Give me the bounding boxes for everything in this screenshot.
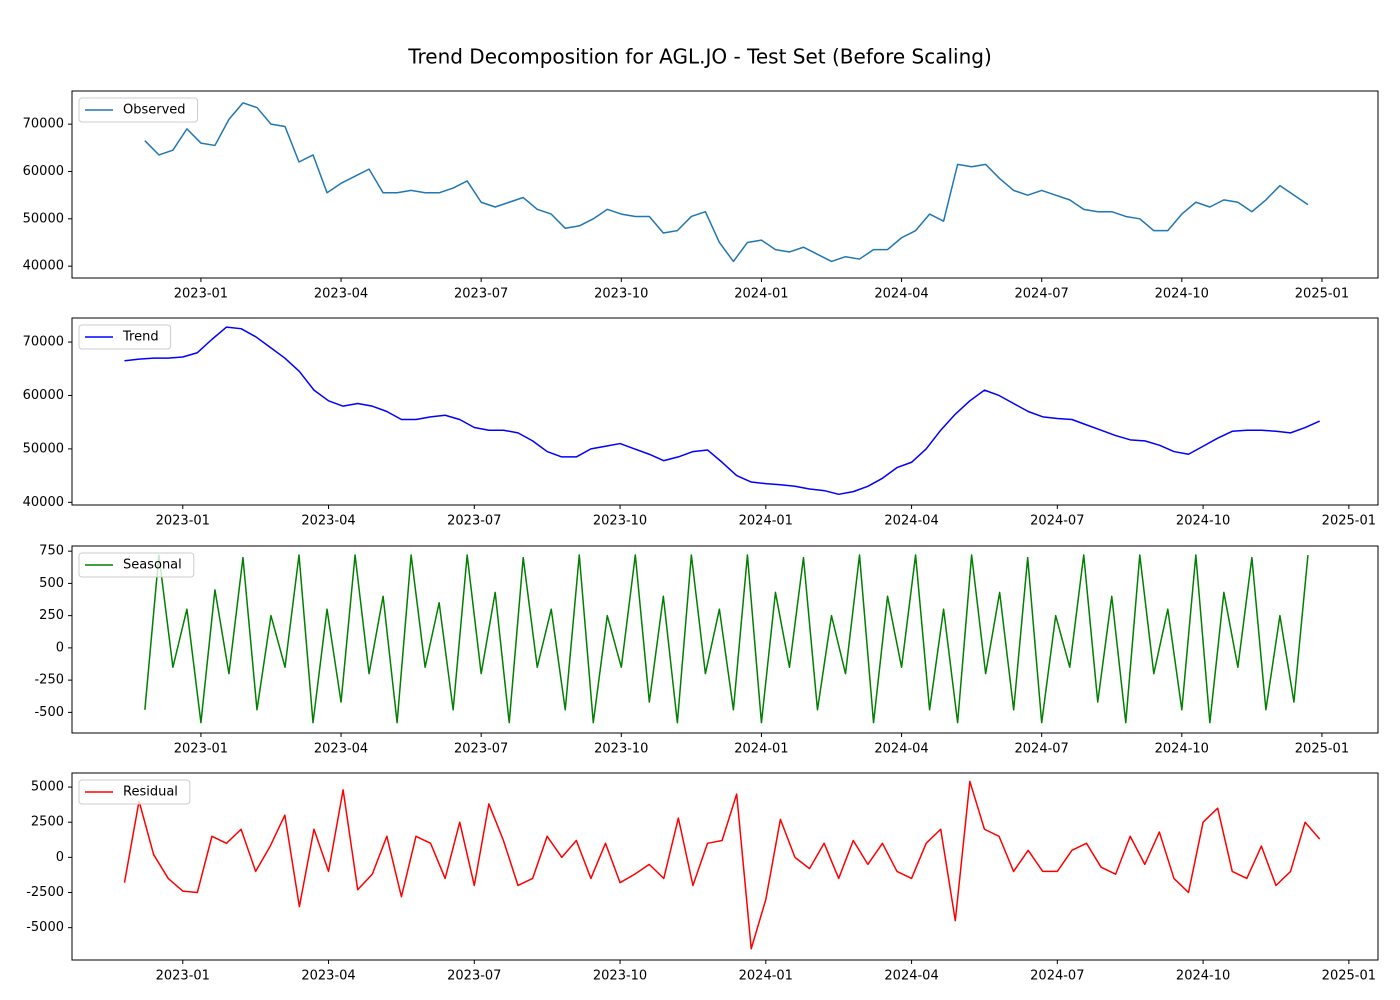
x-tick-label: 2023-04 xyxy=(301,969,355,984)
legend-label: Seasonal xyxy=(123,558,182,573)
y-tick-label: 40000 xyxy=(23,259,64,274)
y-tick-label: 250 xyxy=(39,608,64,623)
x-tick-label: 2024-10 xyxy=(1155,742,1209,757)
axes-frame xyxy=(71,90,1379,279)
y-tick-label: 70000 xyxy=(23,335,64,350)
x-tick-label: 2023-01 xyxy=(156,514,210,529)
legend-box xyxy=(78,97,199,123)
axes-frame xyxy=(71,772,1379,961)
series-line xyxy=(144,554,1309,724)
y-tick-label: 60000 xyxy=(23,164,64,179)
x-tick-label: 2024-04 xyxy=(874,742,928,757)
x-tick-label: 2025-01 xyxy=(1295,742,1349,757)
y-tick-label: 40000 xyxy=(23,495,64,510)
x-tick-label: 2024-07 xyxy=(1015,742,1069,757)
x-tick-label: 2023-10 xyxy=(593,514,647,529)
y-tick-label: 5000 xyxy=(31,780,64,795)
y-tick-label: 500 xyxy=(39,576,64,591)
x-tick-label: 2023-07 xyxy=(454,287,508,302)
x-tick-label: 2024-07 xyxy=(1015,287,1069,302)
x-tick-label: 2023-07 xyxy=(454,742,508,757)
x-tick-label: 2024-01 xyxy=(739,514,793,529)
y-tick-label: 750 xyxy=(39,544,64,559)
x-tick-label: 2024-10 xyxy=(1176,969,1230,984)
y-tick-label: 2500 xyxy=(31,815,64,830)
x-tick-label: 2023-01 xyxy=(156,969,210,984)
x-tick-label: 2024-07 xyxy=(1030,969,1084,984)
series-line xyxy=(124,326,1321,496)
x-tick-label: 2023-10 xyxy=(594,287,648,302)
x-tick-label: 2025-01 xyxy=(1322,969,1376,984)
x-tick-label: 2024-01 xyxy=(734,287,788,302)
y-tick-label: 70000 xyxy=(23,117,64,132)
x-tick-label: 2023-07 xyxy=(447,514,501,529)
y-tick-label: 60000 xyxy=(23,388,64,403)
x-tick-label: 2023-07 xyxy=(447,969,501,984)
figure-title: Trend Decomposition for AGL.JO - Test Se… xyxy=(407,45,992,69)
x-tick-label: 2023-04 xyxy=(301,514,355,529)
x-tick-label: 2023-04 xyxy=(314,287,368,302)
legend-label: Trend xyxy=(122,330,159,345)
legend-box xyxy=(78,552,195,578)
y-tick-label: -2500 xyxy=(26,885,64,900)
y-tick-label: 50000 xyxy=(23,211,64,226)
legend-label: Residual xyxy=(123,785,178,800)
legend-box xyxy=(78,779,191,805)
x-tick-label: 2024-04 xyxy=(874,287,928,302)
x-tick-label: 2023-10 xyxy=(593,969,647,984)
x-tick-label: 2023-10 xyxy=(594,742,648,757)
y-tick-label: -5000 xyxy=(26,920,64,935)
x-tick-label: 2024-07 xyxy=(1030,514,1084,529)
x-tick-label: 2025-01 xyxy=(1322,514,1376,529)
y-tick-label: -250 xyxy=(34,673,64,688)
y-tick-label: 50000 xyxy=(23,441,64,456)
legend-box xyxy=(78,324,172,350)
x-tick-label: 2024-04 xyxy=(884,969,938,984)
x-tick-label: 2023-04 xyxy=(314,742,368,757)
x-tick-label: 2024-04 xyxy=(884,514,938,529)
y-tick-label: 0 xyxy=(56,640,64,655)
x-tick-label: 2023-01 xyxy=(174,287,228,302)
series-line xyxy=(123,780,1321,950)
x-tick-label: 2024-01 xyxy=(739,969,793,984)
x-tick-label: 2025-01 xyxy=(1295,287,1349,302)
y-tick-label: -500 xyxy=(34,705,64,720)
x-tick-label: 2024-10 xyxy=(1155,287,1209,302)
y-tick-label: 0 xyxy=(56,850,64,865)
x-tick-label: 2024-01 xyxy=(734,742,788,757)
axes-frame xyxy=(71,317,1379,506)
legend-label: Observed xyxy=(123,103,186,118)
axes-frame xyxy=(71,545,1379,734)
x-tick-label: 2024-10 xyxy=(1176,514,1230,529)
x-tick-label: 2023-01 xyxy=(174,742,228,757)
series-line xyxy=(144,102,1309,263)
